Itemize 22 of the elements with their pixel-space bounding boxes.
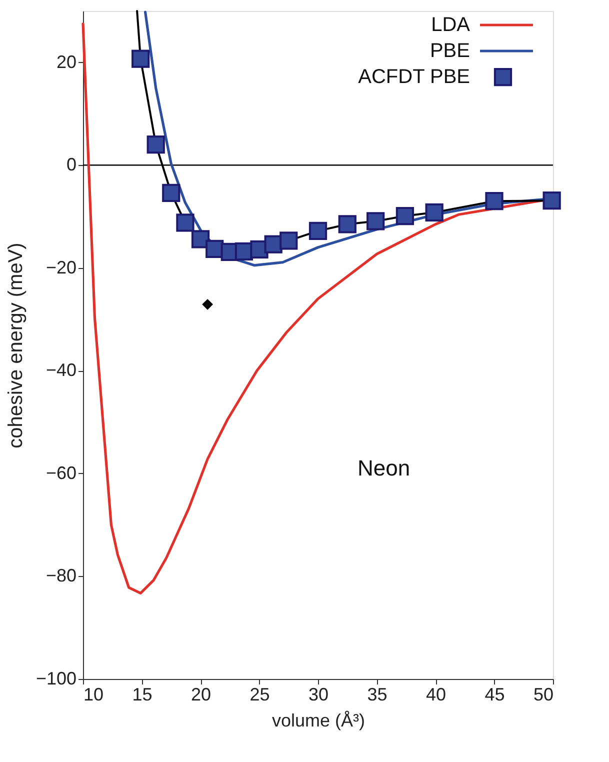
x-tick-label: 35 [367,684,388,704]
y-axis-title: cohesive energy (meV) [4,242,27,448]
x-tick-label: 20 [190,684,212,704]
x-tick-label: 10 [84,684,104,704]
y-tick-label: −80 [46,566,76,586]
x-tick-label: 40 [426,684,446,704]
x-tick-label: 45 [484,684,505,704]
legend-label: LDA [431,14,471,36]
x-tick-label: 25 [250,684,270,704]
x-tick-label: 50 [533,684,554,704]
x-axis-title: volume (Å³) [272,710,366,730]
y-tick-label: −100 [36,668,76,688]
y-tick-label: 20 [56,52,76,72]
x-tick-label: 30 [308,684,329,704]
y-tick-label: −40 [46,360,76,380]
legend-label: ACFDT PBE [358,66,470,88]
y-tick-label: −20 [46,257,76,278]
legend-label: PBE [430,40,470,62]
y-tick-label: 0 [66,154,76,175]
x-tick-label: 15 [132,684,152,704]
annotation: Neon [358,456,410,481]
y-tick-label: −60 [46,462,76,483]
